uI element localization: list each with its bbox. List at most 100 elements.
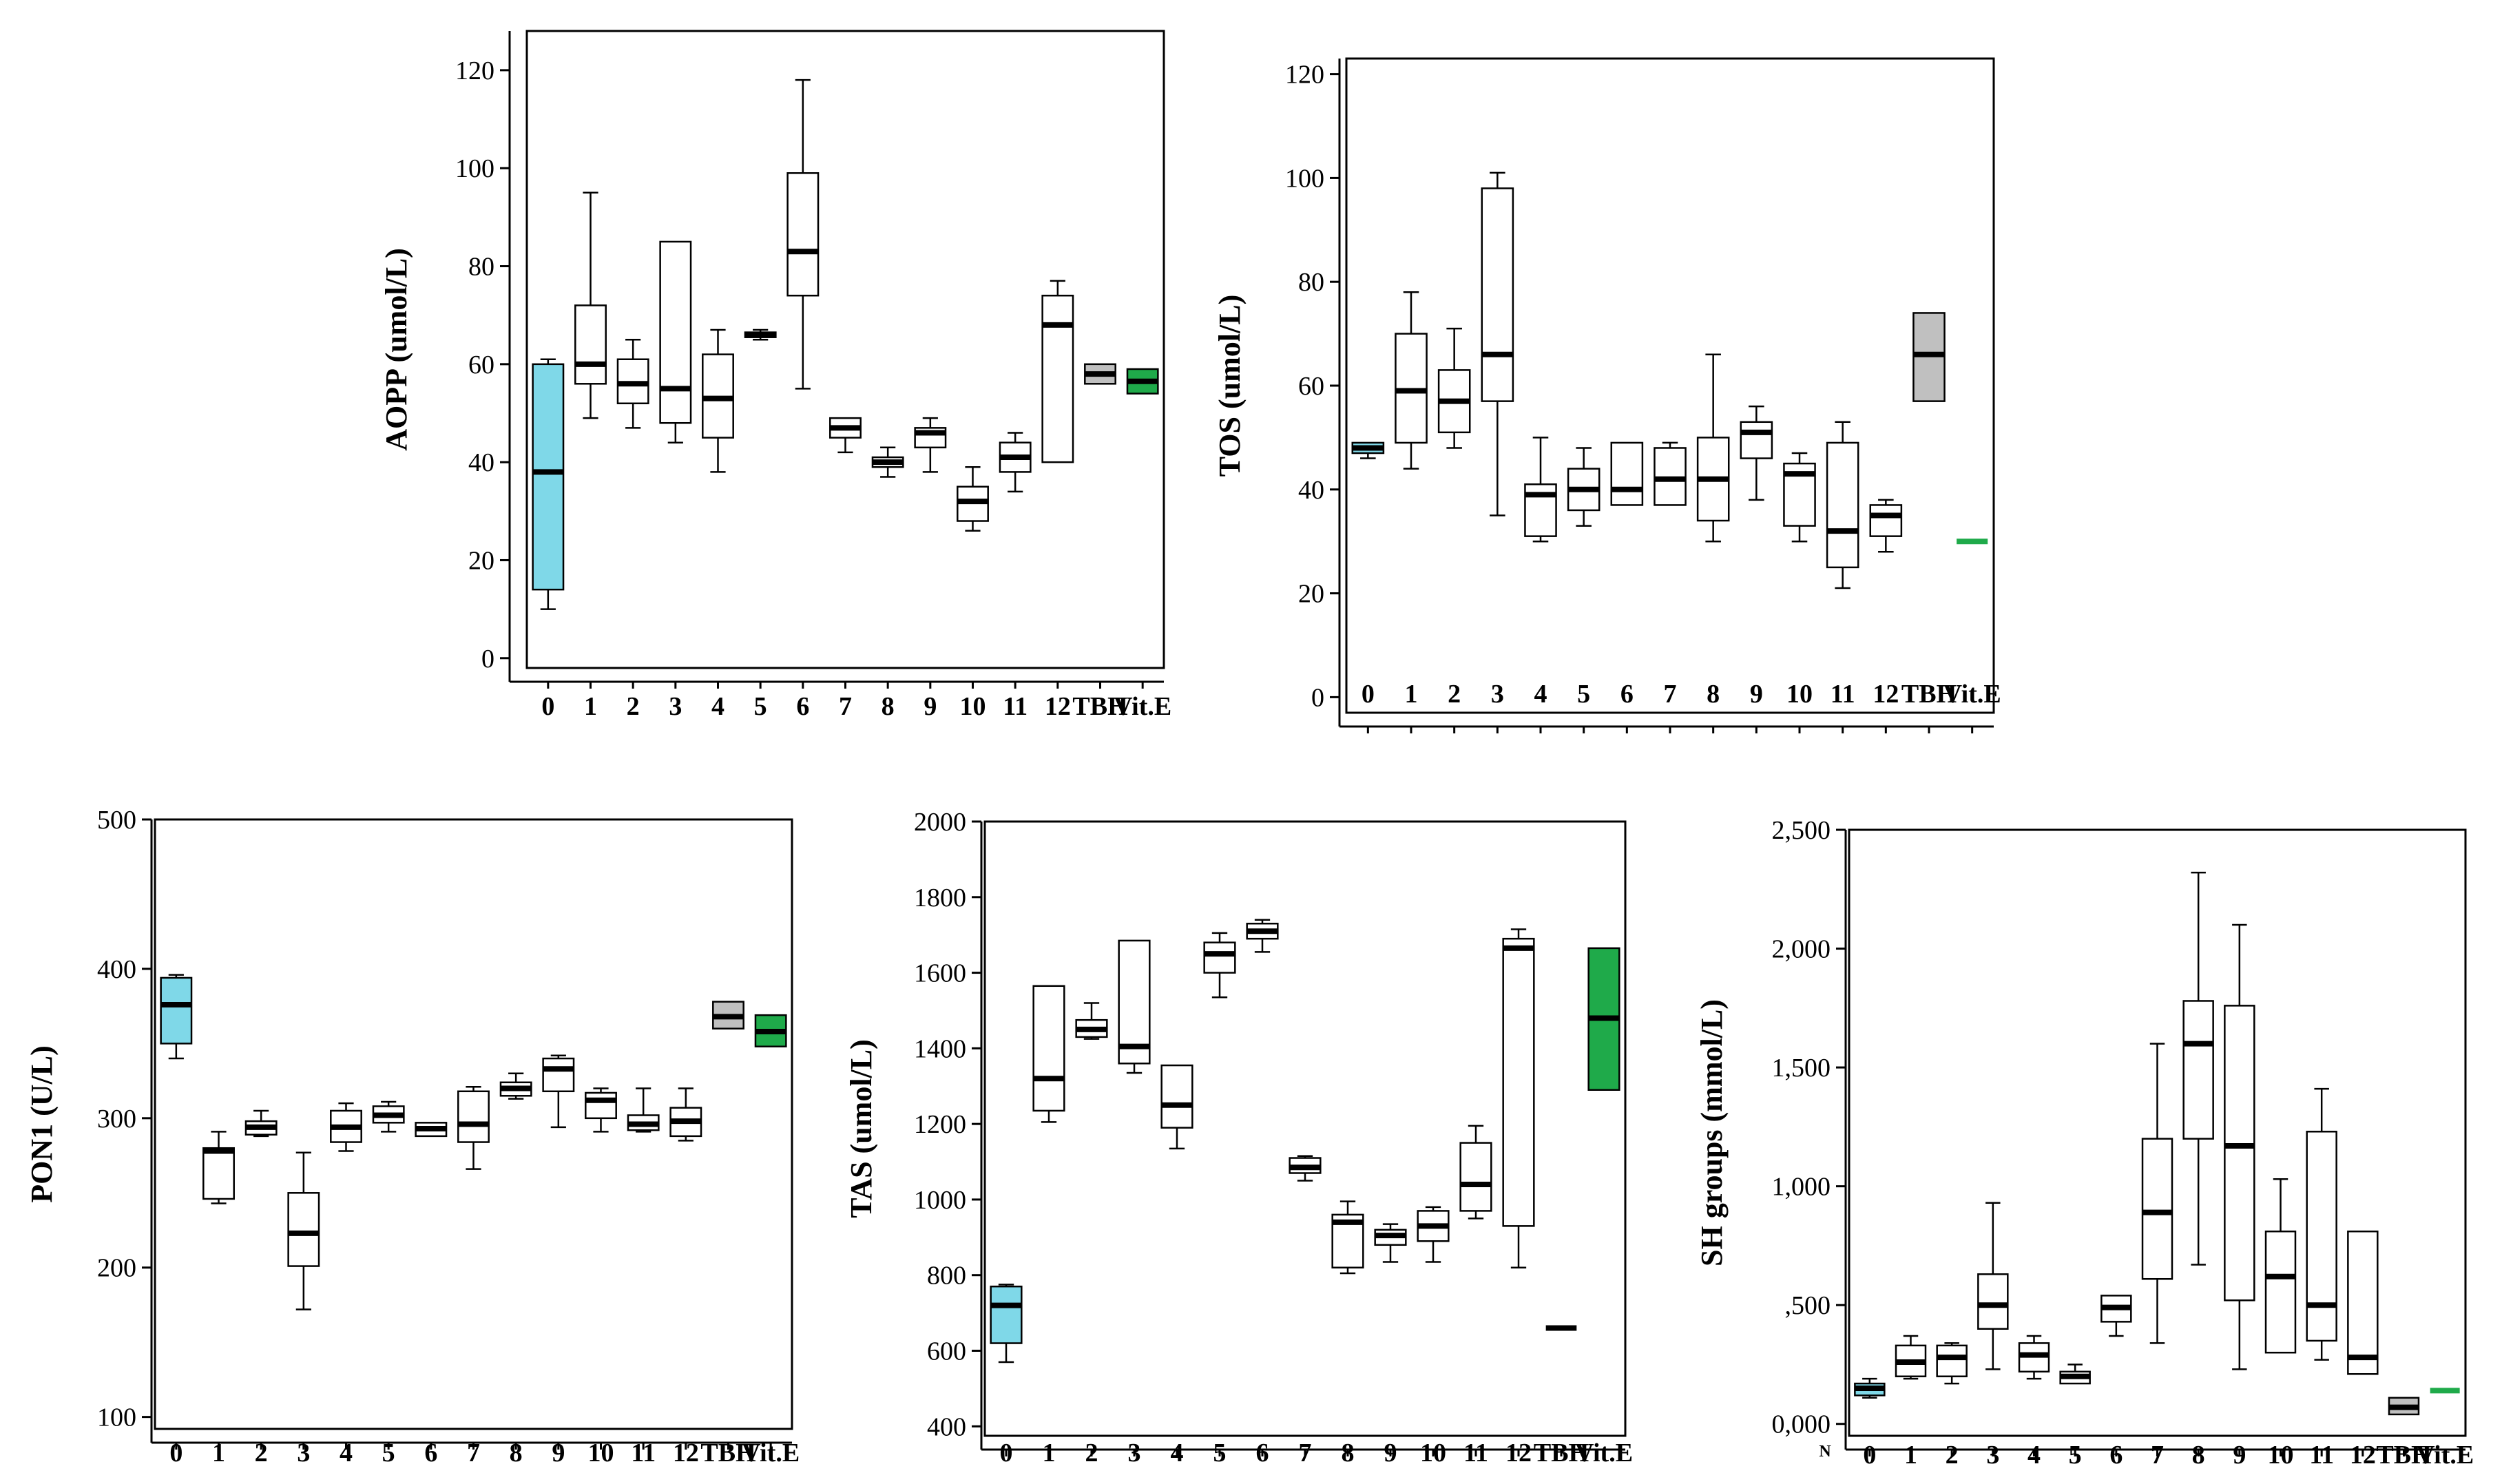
x-origin-label: N bbox=[1819, 1443, 1831, 1461]
x-category-label: 4 bbox=[340, 1439, 353, 1467]
x-category-label: 10 bbox=[588, 1439, 614, 1467]
box-6 bbox=[1247, 920, 1278, 952]
box-6 bbox=[1612, 443, 1643, 505]
x-category-label: 8 bbox=[2192, 1441, 2205, 1470]
box-10 bbox=[1784, 453, 1815, 541]
box-5 bbox=[2061, 1364, 2090, 1383]
box-9 bbox=[543, 1056, 574, 1127]
x-category-label: 6 bbox=[1256, 1439, 1269, 1467]
box-5 bbox=[745, 330, 775, 339]
box-3 bbox=[1978, 1203, 2008, 1370]
box-10 bbox=[585, 1088, 616, 1131]
box-body bbox=[1482, 188, 1513, 401]
box-4 bbox=[702, 330, 733, 472]
box-7 bbox=[1654, 443, 1685, 505]
y-tick-label: 100 bbox=[455, 154, 494, 183]
y-tick-label: 40 bbox=[1298, 476, 1324, 505]
y-tick-label: 60 bbox=[1298, 372, 1324, 401]
y-axis-title: PON1 (U/L) bbox=[25, 1045, 59, 1203]
box-12 bbox=[1870, 500, 1901, 552]
box-2 bbox=[246, 1111, 276, 1136]
box-8 bbox=[1698, 355, 1729, 541]
y-tick-label: 60 bbox=[468, 351, 494, 379]
x-category-label: 1 bbox=[1043, 1439, 1056, 1467]
y-axis-title: TOS (umol/L) bbox=[1213, 295, 1247, 477]
box-body bbox=[1034, 986, 1065, 1111]
x-category-label: 4 bbox=[2027, 1441, 2041, 1470]
box-body bbox=[575, 305, 605, 384]
x-category-label: 1 bbox=[584, 692, 597, 721]
x-category-label: 11 bbox=[2309, 1441, 2334, 1470]
box-body bbox=[458, 1091, 488, 1142]
x-category-label: 6 bbox=[1620, 680, 1634, 709]
x-category-label: 10 bbox=[960, 692, 986, 721]
x-category-label: 2 bbox=[627, 692, 640, 721]
x-category-label: 5 bbox=[754, 692, 767, 721]
x-category-label: 7 bbox=[467, 1439, 480, 1467]
x-category-label: 11 bbox=[1463, 1439, 1488, 1467]
y-tick-label: 40 bbox=[468, 448, 494, 477]
box-11 bbox=[1827, 422, 1858, 588]
box-body bbox=[289, 1193, 319, 1266]
x-category-label: 3 bbox=[297, 1439, 310, 1467]
y-axis-title: AOPP (umol/L) bbox=[379, 248, 413, 451]
box-body bbox=[1827, 443, 1858, 567]
x-category-label: 0 bbox=[1362, 680, 1375, 709]
box-body bbox=[1978, 1274, 2008, 1328]
box-0 bbox=[1353, 443, 1384, 459]
x-category-label: 2 bbox=[1085, 1439, 1098, 1467]
x-category-label: 3 bbox=[1986, 1441, 1999, 1470]
x-category-label: 1 bbox=[212, 1439, 225, 1467]
x-category-label: 9 bbox=[2233, 1441, 2246, 1470]
box-8 bbox=[501, 1074, 531, 1099]
box-vite bbox=[1127, 369, 1158, 394]
box-4 bbox=[2019, 1336, 2049, 1379]
y-tick-label: 0 bbox=[1311, 683, 1324, 712]
box-body bbox=[2184, 1001, 2213, 1138]
box-body bbox=[2142, 1139, 2172, 1279]
box-body bbox=[660, 242, 691, 423]
x-category-label: 4 bbox=[711, 692, 724, 721]
box-body bbox=[788, 173, 818, 295]
x-category-label: 10 bbox=[2268, 1441, 2294, 1470]
box-body bbox=[585, 1093, 616, 1118]
box-8 bbox=[1333, 1202, 1364, 1273]
box-5 bbox=[1205, 933, 1235, 997]
x-category-label: 9 bbox=[1384, 1439, 1397, 1467]
x-category-label: 7 bbox=[2151, 1441, 2164, 1470]
x-category-label: 0 bbox=[541, 692, 554, 721]
box-body bbox=[1612, 443, 1643, 505]
y-tick-label: 80 bbox=[1298, 268, 1324, 297]
box-body bbox=[203, 1148, 233, 1199]
box-vite bbox=[755, 1015, 786, 1047]
box-body bbox=[1937, 1346, 1967, 1377]
box-3 bbox=[289, 1153, 319, 1310]
box-1 bbox=[1034, 986, 1065, 1122]
box-12 bbox=[2348, 1231, 2377, 1374]
x-category-label: 2 bbox=[1946, 1441, 1959, 1470]
box-0 bbox=[1855, 1379, 1884, 1398]
x-category-label: 5 bbox=[1577, 680, 1590, 709]
x-category-label: 3 bbox=[669, 692, 682, 721]
x-category-label: 2 bbox=[1448, 680, 1461, 709]
box-body bbox=[2266, 1231, 2295, 1352]
x-category-label: 7 bbox=[1664, 680, 1677, 709]
x-category-label: 12 bbox=[673, 1439, 699, 1467]
y-tick-label: ,500 bbox=[1785, 1291, 1831, 1320]
box-3 bbox=[660, 242, 691, 443]
x-category-label: 2 bbox=[255, 1439, 268, 1467]
y-tick-label: 100 bbox=[97, 1403, 136, 1432]
box-7 bbox=[830, 418, 860, 452]
y-tick-label: 2,000 bbox=[1772, 935, 1831, 964]
box-6 bbox=[788, 80, 818, 388]
box-body bbox=[1205, 943, 1235, 973]
box-0 bbox=[533, 359, 563, 609]
box-6 bbox=[2101, 1295, 2131, 1336]
box-9 bbox=[2224, 925, 2254, 1369]
chart-panel-sh: 0,000,5001,0001,5002,0002,5000 1 2 3 4 5 6 7 8 9 1… bbox=[1695, 816, 2474, 1470]
y-tick-label: 2000 bbox=[914, 808, 966, 837]
x-category-label: 12 bbox=[1505, 1439, 1532, 1467]
box-6 bbox=[416, 1122, 446, 1136]
box-4 bbox=[331, 1103, 361, 1151]
box-body bbox=[2348, 1231, 2377, 1374]
